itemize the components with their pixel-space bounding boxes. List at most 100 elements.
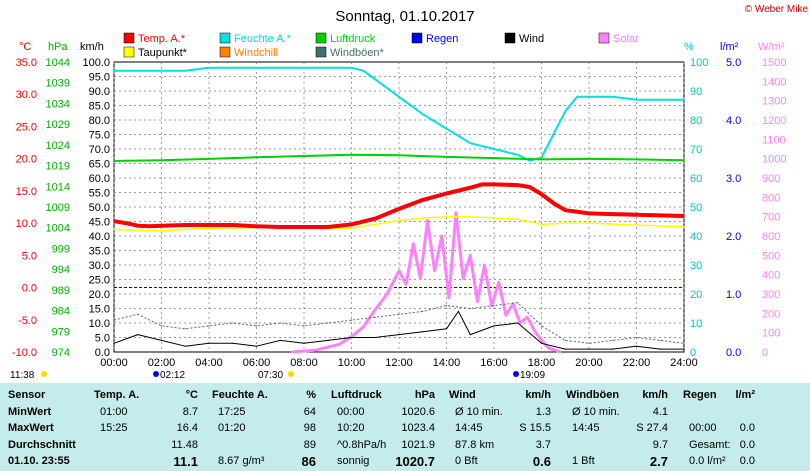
wind-tick-label: 35.0 (89, 246, 110, 258)
data-point (564, 339, 566, 341)
wind-tick-label: 95.0 (89, 72, 110, 84)
wind-tick-label: 40.0 (89, 231, 110, 243)
table-header-unit: hPa (414, 389, 435, 401)
cell-value: 1023.4 (401, 422, 435, 434)
cell-value: 1.3 (535, 406, 551, 418)
wind-tick-label: 90.0 (89, 86, 110, 98)
solar-tick-label: 1000 (762, 154, 786, 166)
data-point (291, 351, 293, 353)
data-point (683, 348, 685, 350)
data-point (683, 99, 685, 101)
row-label: MinWert (8, 406, 52, 418)
cell-value: 0.0 (739, 455, 755, 467)
data-point (659, 214, 661, 216)
cell-note: 01:00 (100, 406, 128, 418)
data-point (445, 305, 448, 307)
pressure-tick-label: 979 (52, 326, 70, 338)
data-point (362, 70, 364, 72)
table-header-unit: l/m² (735, 389, 755, 401)
table-header: Wind (449, 389, 476, 401)
wind-tick-label: 20.0 (89, 289, 110, 301)
temp-tick-label: 35.0 (16, 57, 37, 69)
data-point (315, 349, 317, 351)
pressure-tick-label: 1009 (46, 202, 70, 214)
table-header-unit: km/h (642, 389, 668, 401)
wind-tick-label: 5.0 (95, 333, 110, 345)
data-point (350, 227, 353, 229)
solar-tick-label: 200 (762, 308, 780, 320)
cell-value: S 15.5 (519, 422, 551, 434)
data-point (469, 334, 471, 336)
time-marks: 11:38 02:12 07:30 19:09 (10, 370, 545, 381)
data-point (113, 342, 115, 344)
data-point (481, 183, 483, 185)
wind-tick-label: 45.0 (89, 217, 110, 229)
cell-value: 0.0 (739, 439, 755, 451)
time-mark-label: 02:12 (160, 370, 185, 381)
solar-tick-label: 600 (762, 231, 780, 243)
x-tick-label: 14:00 (433, 357, 461, 369)
data-point (517, 184, 519, 186)
data-point (255, 67, 258, 69)
table-header: Windböen (566, 389, 620, 401)
x-tick-label: 20:00 (575, 357, 603, 369)
data-point (498, 281, 500, 283)
series-line-tempa (113, 182, 685, 229)
data-point (517, 302, 519, 304)
data-point (659, 348, 661, 350)
data-point (469, 307, 471, 310)
data-point (350, 67, 353, 69)
rain-tick-label: 3.0 (726, 173, 741, 185)
data-point (493, 217, 495, 219)
wind-tick-label: 65.0 (89, 159, 110, 171)
humidity-unit: % (684, 41, 694, 53)
data-point (612, 348, 614, 350)
data-point (279, 322, 281, 324)
data-point (588, 158, 590, 160)
axis-ticks: 00:00 02:00 04:00 06:00 08:00 10:00 12:00 14:00… (12, 57, 787, 369)
time-mark-label: 11:38 (10, 370, 35, 381)
data-point (635, 224, 638, 226)
data-point (374, 308, 376, 311)
data-point (350, 335, 353, 338)
temp-tick-label: 25.0 (16, 121, 37, 133)
x-tick-label: 06:00 (243, 357, 271, 369)
data-point (588, 342, 590, 344)
axis-units: °C hPa km/h% l/m² W/m² (19, 41, 785, 53)
solar-tick-label: 1300 (762, 96, 786, 108)
data-point (635, 99, 638, 101)
data-point (374, 336, 376, 339)
rain-unit: l/m² (720, 41, 739, 53)
data-point (137, 313, 139, 315)
copyright-text: © Weber Mike (745, 4, 809, 15)
data-point (469, 254, 471, 256)
solar-tick-label: 500 (762, 250, 780, 262)
x-tick-label: 10:00 (338, 357, 366, 369)
temp-tick-label: 0.0 (22, 283, 37, 295)
data-point (483, 264, 486, 266)
cell-note: 87.8 km (455, 439, 495, 451)
solar-tick-label: 100 (762, 328, 780, 340)
cell-value: 1020.7 (395, 454, 435, 469)
data-point (350, 223, 353, 225)
data-point (517, 218, 519, 220)
humidity-tick-label: 60 (690, 173, 702, 185)
time-mark-label: 07:30 (258, 370, 283, 381)
data-point (469, 216, 471, 218)
data-point (398, 270, 400, 272)
data-point (552, 133, 555, 136)
wind-tick-label: 60.0 (89, 173, 110, 185)
cell-note: 14:45 (572, 422, 600, 434)
pressure-tick-label: 989 (52, 285, 70, 297)
solar-tick-label: 1400 (762, 76, 786, 88)
data-point (588, 212, 590, 214)
data-point (529, 186, 531, 188)
wind-tick-label: 55.0 (89, 188, 110, 200)
data-point (493, 148, 495, 150)
data-point (540, 342, 543, 344)
cell-value: 86 (301, 454, 316, 469)
table-header: Sensor (8, 389, 46, 401)
temp-tick-label: 10.0 (16, 218, 37, 230)
data-point (505, 314, 507, 316)
data-point (635, 336, 638, 339)
